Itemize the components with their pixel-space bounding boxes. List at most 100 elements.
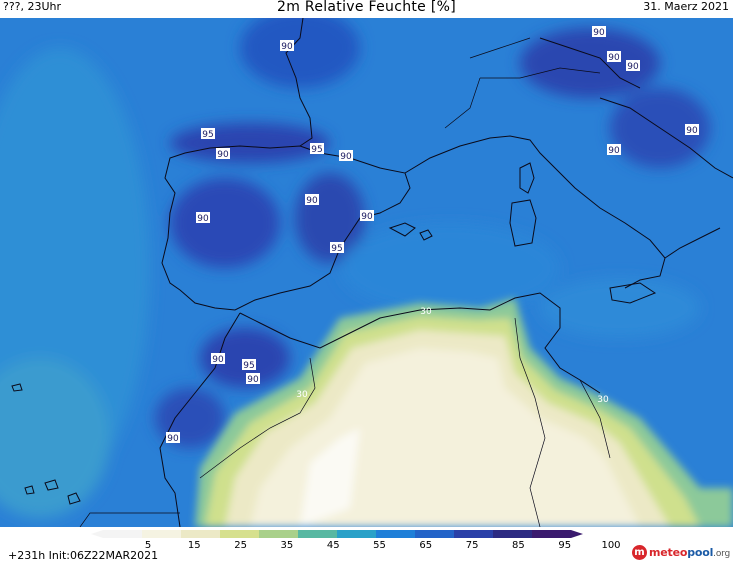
legend-tick-label: 95 <box>558 540 571 549</box>
contour-label-text: 95 <box>311 145 322 155</box>
contour-label-text: 90 <box>197 214 209 224</box>
contour-label-text: 90 <box>340 152 352 162</box>
contour-label-box <box>339 150 353 161</box>
contour-label: 30 <box>420 307 432 317</box>
legend-tick-label: 65 <box>419 540 432 549</box>
coastlines <box>11 18 733 527</box>
contour-label-box <box>360 210 374 221</box>
contour-label-box <box>330 242 344 253</box>
legend-tick-label: 55 <box>373 540 386 549</box>
map-title: 2m Relative Feuchte [%] <box>277 0 456 15</box>
legend-arrow-left-icon <box>91 530 103 538</box>
contour-label: 30 <box>597 395 609 405</box>
meteopool-logo[interactable]: m meteopool.org <box>632 545 730 560</box>
legend-swatch <box>376 530 415 538</box>
contour-label-text: 30 <box>597 395 609 405</box>
forecast-time-label: ???, 23Uhr <box>3 0 62 13</box>
dry-region <box>195 298 733 527</box>
contour-label: 90 <box>607 144 621 156</box>
humidity-field <box>0 18 710 518</box>
contour-label-box <box>211 353 225 364</box>
contour-label: 90 <box>339 150 353 162</box>
contour-label-box <box>166 432 180 443</box>
contour-label: 95 <box>201 128 215 140</box>
contour-label-text: 90 <box>167 434 179 444</box>
legend-tick-label: 85 <box>512 540 525 549</box>
legend-swatch <box>493 530 532 538</box>
contour-label: 90 <box>626 60 640 72</box>
contour-label-text: 90 <box>212 355 224 365</box>
contour-label-text: 95 <box>243 361 254 371</box>
logo-text-part2: pool <box>687 546 714 559</box>
contour-label-box <box>305 194 319 205</box>
contour-label-text: 90 <box>306 196 318 206</box>
contour-label-text: 90 <box>361 212 373 222</box>
legend-tick-label: 15 <box>188 540 201 549</box>
legend-swatch <box>103 530 142 538</box>
contour-label-box <box>216 148 230 159</box>
legend-tick-label: 75 <box>466 540 479 549</box>
legend-tick-label: 25 <box>234 540 247 549</box>
contour-label: 90 <box>685 124 699 136</box>
contour-label: 90 <box>305 194 319 206</box>
color-legend: 5 15 25 35 45 55 65 75 85 95 100 <box>91 530 621 549</box>
contour-label-box <box>280 40 294 51</box>
legend-arrow-icon <box>571 530 583 538</box>
map-header: ???, 23Uhr 2m Relative Feuchte [%] 31. M… <box>0 0 733 18</box>
contour-label-text: 90 <box>593 28 605 38</box>
contour-label-text: 30 <box>420 307 432 317</box>
legend-swatch <box>532 530 571 538</box>
init-time-label: +231h Init:06Z22MAR2021 <box>8 549 159 562</box>
legend-swatch <box>415 530 454 538</box>
map-footer: 5 15 25 35 45 55 65 75 85 95 100 +231h Init:06Z22M… <box>0 527 733 566</box>
contour-label-text: 90 <box>627 62 639 72</box>
legend-swatch <box>220 530 259 538</box>
contour-label: 90 <box>607 51 621 63</box>
contour-label-text: 90 <box>686 126 698 136</box>
contour-label: 90 <box>216 148 230 160</box>
contour-label: 95 <box>242 359 256 371</box>
contour-label-box <box>626 60 640 71</box>
contour-label-box <box>310 143 324 154</box>
contour-label: 90 <box>360 210 374 222</box>
contour-label: 90 <box>246 373 260 385</box>
contour-label-box <box>592 26 606 37</box>
contour-label-box <box>685 124 699 135</box>
legend-tick-label: 35 <box>281 540 294 549</box>
contour-label: 90 <box>280 40 294 52</box>
contour-label: 90 <box>592 26 606 38</box>
contour-label-text: 95 <box>331 244 342 254</box>
legend-swatch <box>454 530 493 538</box>
legend-swatch <box>298 530 337 538</box>
legend-swatch <box>142 530 181 538</box>
contour-label-text: 90 <box>247 375 259 385</box>
legend-tick-label: 5 <box>145 540 151 549</box>
logo-text-part3: .org <box>713 549 730 559</box>
logo-mark-icon: m <box>632 545 647 560</box>
contour-label-text: 90 <box>608 53 620 63</box>
contour-label-box <box>607 144 621 155</box>
contour-label: 90 <box>166 432 180 444</box>
logo-text: meteopool.org <box>649 546 730 559</box>
contour-label-box <box>196 212 210 223</box>
contour-label-box <box>246 373 260 384</box>
contour-label-box <box>607 51 621 62</box>
contour-label: 30 <box>296 390 308 400</box>
contour-label-text: 90 <box>281 42 293 52</box>
contour-label-box <box>201 128 215 139</box>
legend-swatch <box>181 530 220 538</box>
legend-tick-label: 45 <box>327 540 340 549</box>
legend-tick-label: 100 <box>601 540 620 549</box>
contour-label-box <box>242 359 256 370</box>
contour-label-text: 90 <box>217 150 229 160</box>
contour-label: 95 <box>310 143 324 155</box>
contour-label-text: 90 <box>608 146 620 156</box>
humidity-map: 90 90 90 90 95 90 95 90 90 90 90 90 90 95 30 90 95 90 30 90… <box>0 18 733 527</box>
contour-label-text: 30 <box>296 390 308 400</box>
contour-label-text: 95 <box>202 130 213 140</box>
logo-text-part1: meteo <box>649 546 688 559</box>
legend-swatch <box>337 530 376 538</box>
legend-swatch <box>259 530 298 538</box>
contour-labels: 90 90 90 90 95 90 95 90 90 90 90 90 90 95 30 90 95 90 30 90… <box>166 26 699 444</box>
